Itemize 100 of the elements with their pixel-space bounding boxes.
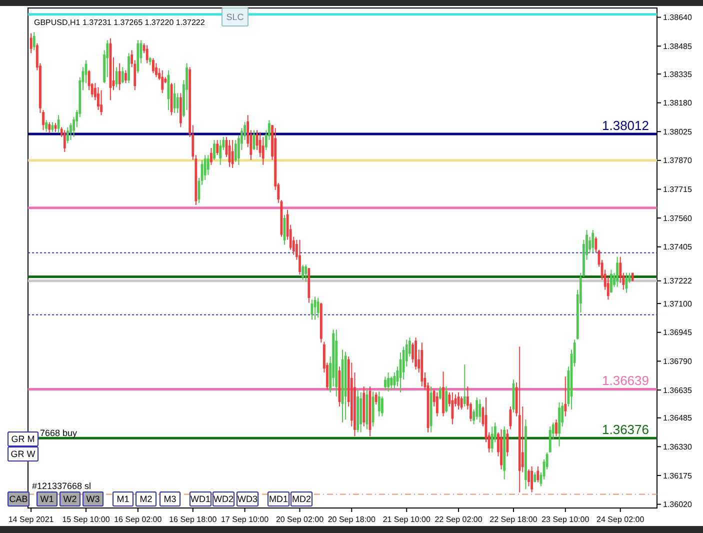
candlestick xyxy=(48,122,51,134)
annotation: M3 xyxy=(164,494,176,504)
x-tick-label: 22 Sep 02:00 xyxy=(434,515,483,524)
y-tick-label: 1.37100 xyxy=(663,299,692,308)
candlestick xyxy=(536,466,540,483)
candlestick xyxy=(176,92,179,114)
candlestick xyxy=(32,32,36,51)
y-tick-label: 1.36635 xyxy=(663,386,692,395)
x-tick-label: 14 Sep 2021 xyxy=(8,515,54,524)
candlestick xyxy=(476,396,478,420)
candlestick xyxy=(161,70,164,94)
annotation: W3 xyxy=(86,494,100,504)
y-tick-label: 1.37870 xyxy=(663,156,692,166)
x-tick-label: 21 Sep 10:00 xyxy=(382,515,431,524)
candlestick xyxy=(387,372,390,392)
x-tick-label: 20 Sep 18:00 xyxy=(328,515,376,524)
y-tick-label: 1.37405 xyxy=(663,242,692,252)
x-tick-label: 23 Sep 10:00 xyxy=(542,515,590,524)
text: CAB xyxy=(9,494,28,504)
annotation: GR M xyxy=(11,434,35,444)
candlestick xyxy=(490,426,494,453)
y-tick-label: 1.36485 xyxy=(663,414,692,423)
annotation: W2 xyxy=(63,494,77,504)
candlestick xyxy=(66,126,69,144)
y-tick-label: 1.37222 xyxy=(663,276,692,286)
candlestick xyxy=(506,428,509,457)
candlestick xyxy=(451,392,454,425)
candlestick xyxy=(555,419,558,437)
candlestick xyxy=(173,82,176,114)
y-tick-label: 1.38180 xyxy=(663,98,692,108)
annotation: MD2 xyxy=(292,494,312,504)
candlestick xyxy=(219,139,222,166)
ref-line-label: 1.38012 xyxy=(602,118,649,134)
candlestick xyxy=(412,342,414,364)
candlestick xyxy=(521,406,524,473)
candlestick xyxy=(439,386,442,400)
candlestick xyxy=(478,398,482,423)
annotation: WD3 xyxy=(238,494,258,504)
candlestick xyxy=(380,396,384,417)
y-tick-label: 1.38485 xyxy=(663,42,692,51)
candlestick xyxy=(30,32,32,54)
annotation: GR W xyxy=(10,449,36,460)
candlestick xyxy=(304,264,308,282)
annotation: W1 xyxy=(40,494,54,504)
annotation: WD1 xyxy=(190,494,210,504)
y-tick-label: 1.38640 xyxy=(663,13,692,22)
candlestick xyxy=(210,147,212,166)
y-tick-label: 1.36020 xyxy=(663,500,692,510)
candlestick xyxy=(436,392,438,417)
y-tick-label: 1.36790 xyxy=(663,356,692,366)
x-tick-label: 17 Sep 10:00 xyxy=(220,515,270,524)
y-tick-label: 1.38025 xyxy=(663,127,692,136)
candlestick xyxy=(592,229,594,254)
candlestick xyxy=(534,472,536,483)
candlestick xyxy=(463,364,466,408)
candlestick xyxy=(216,139,219,156)
candlestick xyxy=(302,264,304,280)
x-tick-label: 22 Sep 18:00 xyxy=(490,515,538,524)
candlestick xyxy=(460,396,463,410)
y-tick-label: 1.36945 xyxy=(663,328,692,338)
candlestick xyxy=(548,426,552,453)
candlestick xyxy=(610,269,612,294)
candlestick xyxy=(316,297,320,318)
candlestick xyxy=(97,86,100,111)
annotation: MD1 xyxy=(268,494,288,504)
candlestick xyxy=(124,70,127,84)
annotation: #121337668 sl xyxy=(32,481,92,491)
candlestick xyxy=(100,90,102,116)
candlestick xyxy=(146,44,148,64)
annotation: M1 xyxy=(116,494,130,504)
candlestick xyxy=(564,376,567,417)
candlestick xyxy=(63,130,66,153)
x-tick-label: 20 Sep 02:00 xyxy=(276,515,324,524)
candlestick xyxy=(118,62,121,91)
candlestick xyxy=(152,58,154,74)
x-tick-label: 16 Sep 02:00 xyxy=(114,515,162,524)
candlestick xyxy=(231,139,234,169)
candlestick xyxy=(234,139,237,162)
y-tick-label: 1.36175 xyxy=(663,471,692,480)
candlestick xyxy=(528,468,530,487)
candlestick xyxy=(445,386,448,413)
annotation: SLC xyxy=(226,12,244,22)
annotation: M2 xyxy=(140,494,152,504)
x-tick-label: 24 Sep 02:00 xyxy=(596,515,645,524)
candlestick xyxy=(374,392,378,405)
y-tick-label: 1.37560 xyxy=(663,214,692,223)
x-tick-label: 16 Sep 18:00 xyxy=(169,515,218,524)
candlestick xyxy=(262,136,264,166)
annotation: WD2 xyxy=(214,494,234,504)
candlestick xyxy=(51,122,54,132)
candlestick xyxy=(390,376,393,390)
candlestick xyxy=(384,376,386,390)
candlestick xyxy=(121,66,124,84)
ref-line-label: 1.36376 xyxy=(602,422,649,438)
y-tick-label: 1.38335 xyxy=(663,70,692,79)
ref-line-label: 1.36639 xyxy=(602,373,649,388)
x-tick-label: 15 Sep 10:00 xyxy=(62,515,110,524)
candlestick xyxy=(530,466,534,493)
candlestick xyxy=(616,256,619,288)
candlestick xyxy=(45,120,48,132)
